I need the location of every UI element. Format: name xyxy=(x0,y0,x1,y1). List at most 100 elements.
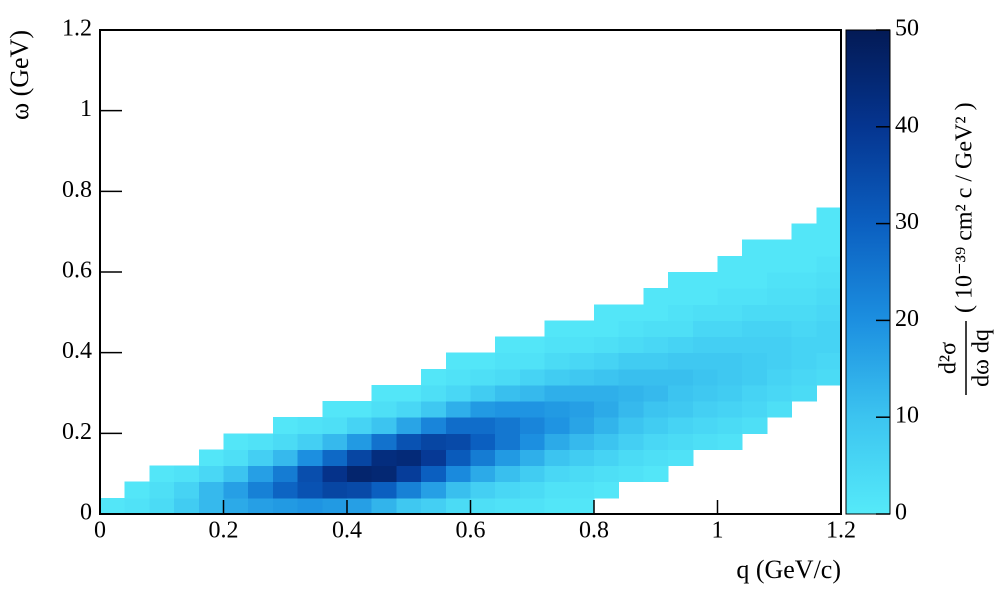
cell xyxy=(618,449,644,467)
cell xyxy=(495,336,521,354)
cell xyxy=(618,336,644,354)
cell xyxy=(470,449,496,467)
cell xyxy=(766,352,793,370)
cell xyxy=(668,384,694,402)
cell xyxy=(717,401,743,418)
cell xyxy=(742,272,768,289)
cell xyxy=(519,433,546,450)
cell xyxy=(816,352,842,370)
z-tick-label: 50 xyxy=(895,16,919,42)
cell xyxy=(371,384,397,402)
cell xyxy=(519,481,546,499)
cell xyxy=(396,433,422,450)
cell xyxy=(322,497,348,515)
cell xyxy=(519,449,546,467)
cell xyxy=(692,352,718,370)
cell xyxy=(791,255,817,273)
cell xyxy=(668,401,694,418)
x-tick-label: 0 xyxy=(94,518,106,544)
x-tick-label: 0.2 xyxy=(209,518,239,544)
cell xyxy=(594,401,620,418)
cell xyxy=(347,401,373,418)
cell xyxy=(396,481,422,499)
cell xyxy=(618,465,644,483)
cell xyxy=(742,288,768,305)
cell xyxy=(223,465,249,483)
cell xyxy=(618,304,644,321)
y-tick-label: 0.4 xyxy=(62,338,92,364)
y-tick-label: 0.2 xyxy=(62,419,92,445)
cell xyxy=(347,465,373,483)
cell xyxy=(766,272,793,289)
cell xyxy=(594,336,620,354)
cell xyxy=(198,481,224,499)
cell xyxy=(766,320,793,338)
x-tick-label: 0.6 xyxy=(456,518,486,544)
cell xyxy=(668,417,694,434)
cell xyxy=(791,352,817,370)
cell xyxy=(766,255,793,273)
cell xyxy=(297,481,323,499)
cell xyxy=(297,433,323,450)
cell xyxy=(223,497,249,515)
cell xyxy=(791,304,817,321)
cell xyxy=(198,465,224,483)
z-tick-label: 20 xyxy=(895,306,919,332)
cell xyxy=(198,449,224,467)
cell xyxy=(470,417,496,434)
cell xyxy=(445,465,471,483)
cell xyxy=(692,336,718,354)
cell xyxy=(766,239,793,257)
cell xyxy=(495,449,521,467)
z-label-numerator: d²σ xyxy=(936,342,962,374)
cell xyxy=(495,433,521,450)
y-tick-label: 0.6 xyxy=(62,258,92,284)
cell xyxy=(594,384,620,402)
cell xyxy=(717,288,743,305)
cell xyxy=(371,433,397,450)
cell xyxy=(569,401,595,418)
cell xyxy=(248,465,274,483)
cell xyxy=(791,288,817,305)
x-tick-label: 1.2 xyxy=(826,518,856,544)
cell xyxy=(272,417,299,434)
cell xyxy=(594,352,620,370)
cell xyxy=(149,497,175,515)
cell xyxy=(322,417,348,434)
cell xyxy=(594,417,620,434)
cell xyxy=(519,352,546,370)
x-tick-label: 0.4 xyxy=(332,518,362,544)
cell xyxy=(569,465,595,483)
cell xyxy=(544,401,570,418)
cell xyxy=(544,433,570,450)
cell xyxy=(519,384,546,402)
cell xyxy=(742,401,768,418)
cell xyxy=(248,481,274,499)
cell xyxy=(322,449,348,467)
cell xyxy=(569,352,595,370)
cell xyxy=(495,465,521,483)
z-tick-label: 30 xyxy=(895,209,919,235)
cell xyxy=(322,401,348,418)
cell xyxy=(421,497,447,515)
cell xyxy=(742,417,768,434)
cell xyxy=(668,336,694,354)
cell xyxy=(643,384,669,402)
cell xyxy=(816,320,842,338)
cell xyxy=(544,417,570,434)
cell xyxy=(445,417,471,434)
cell xyxy=(470,433,496,450)
cell xyxy=(692,417,718,434)
cell xyxy=(742,255,768,273)
cell xyxy=(618,368,644,386)
cell xyxy=(470,481,496,499)
cell xyxy=(569,368,595,386)
cell xyxy=(692,288,718,305)
cell xyxy=(544,368,570,386)
cell xyxy=(421,465,447,483)
cell xyxy=(396,465,422,483)
cell xyxy=(668,433,694,450)
cell xyxy=(742,336,768,354)
cell xyxy=(445,497,471,515)
